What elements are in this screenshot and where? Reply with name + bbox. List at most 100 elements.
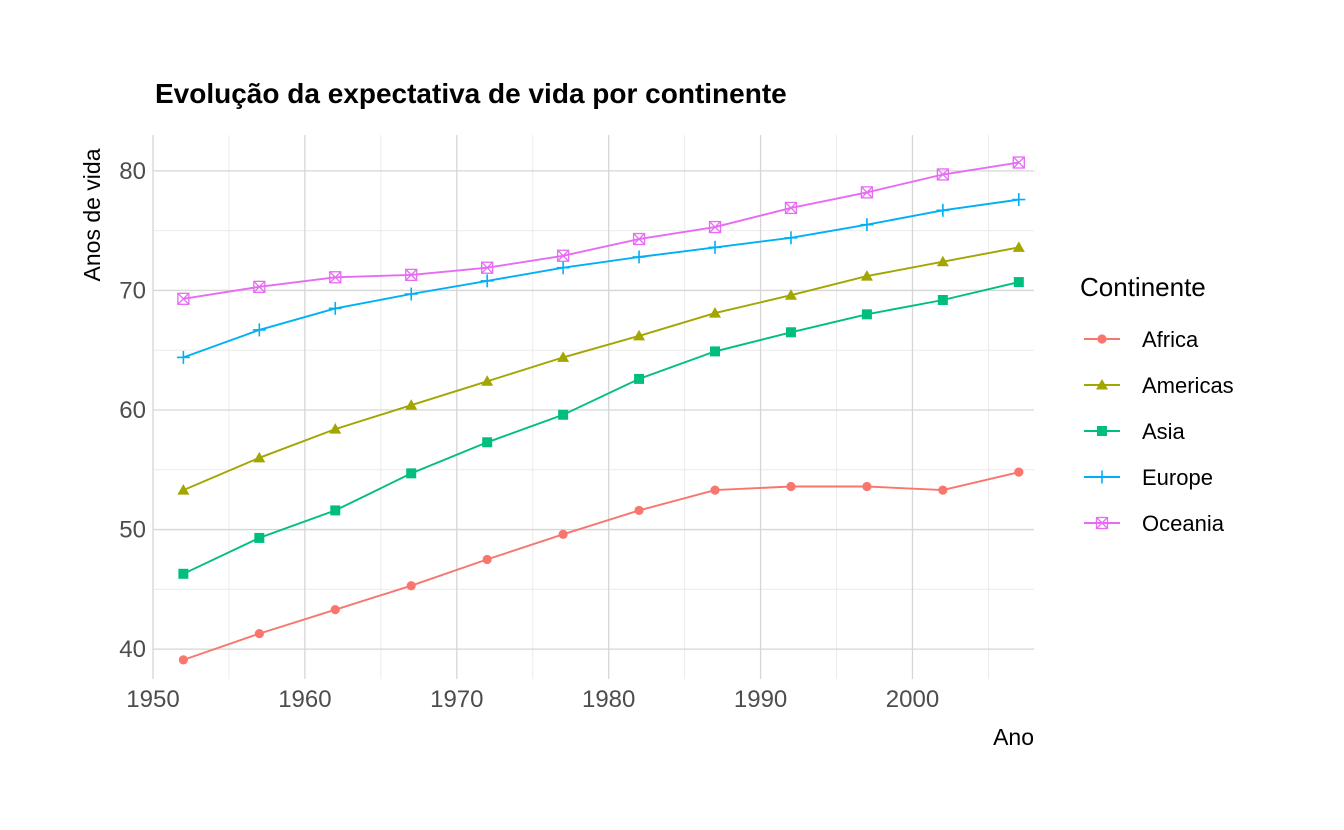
series-lines — [182, 161, 1020, 661]
data-point-asia — [634, 373, 645, 384]
data-point-americas — [557, 351, 570, 362]
data-point-americas — [633, 329, 646, 341]
data-point-americas — [405, 399, 418, 410]
data-point-oceania — [329, 271, 342, 284]
x-tick-label: 1980 — [582, 686, 635, 713]
data-point-europe — [328, 301, 342, 315]
grid-lines — [152, 135, 1034, 679]
x-tick-label: 2000 — [886, 686, 939, 713]
data-point-europe — [632, 250, 646, 264]
legend: Continente Africa Americas Asia Europe Ocean… — [1080, 272, 1234, 536]
y-tick-label: 50 — [119, 517, 146, 544]
legend-label: Asia — [1142, 419, 1186, 444]
x-tick-label: 1990 — [734, 686, 787, 713]
data-point-asia — [178, 568, 189, 579]
data-point-americas — [481, 375, 494, 386]
y-axis-title: Anos de vida — [79, 148, 105, 281]
data-point-africa — [330, 605, 340, 615]
legend-title: Continente — [1080, 272, 1206, 302]
data-point-americas — [784, 289, 797, 300]
series-line-asia — [182, 281, 1020, 575]
x-axis-title: Ano — [993, 724, 1034, 750]
legend-label: Europe — [1142, 465, 1213, 490]
data-point-asia — [1013, 277, 1024, 288]
data-point-americas — [253, 451, 266, 463]
chart-title: Evolução da expectativa de vida por cont… — [155, 78, 787, 109]
legend-item-americas: Americas — [1084, 373, 1234, 398]
data-point-americas — [860, 270, 873, 281]
legend-key-marker — [1095, 470, 1109, 484]
data-point-oceania — [708, 220, 722, 234]
x-tick-label: 1950 — [126, 686, 179, 713]
data-point-asia — [558, 409, 569, 420]
legend-item-oceania: Oceania — [1084, 511, 1225, 536]
data-point-europe — [1012, 193, 1026, 207]
legend-item-africa: Africa — [1084, 327, 1199, 352]
data-point-europe — [708, 240, 722, 254]
data-point-africa — [482, 554, 492, 565]
data-point-europe — [784, 231, 798, 245]
data-point-asia — [406, 468, 417, 479]
data-point-oceania — [860, 186, 874, 199]
data-point-oceania — [405, 268, 418, 282]
y-tick-label: 80 — [119, 158, 146, 185]
data-point-africa — [786, 481, 796, 492]
data-point-asia — [710, 346, 721, 357]
legend-label: Oceania — [1142, 511, 1225, 536]
y-tick-label: 60 — [119, 397, 146, 424]
legend-item-europe: Europe — [1084, 465, 1213, 490]
series-line-americas — [183, 246, 1019, 491]
y-tick-label: 70 — [119, 277, 146, 304]
data-point-americas — [709, 307, 722, 318]
legend-item-asia: Asia — [1084, 419, 1186, 444]
data-point-europe — [480, 274, 494, 288]
series-line-europe — [183, 198, 1019, 359]
data-point-asia — [861, 309, 872, 320]
data-point-oceania — [253, 280, 266, 293]
data-point-africa — [178, 655, 188, 665]
data-point-europe — [936, 203, 950, 217]
series-line-africa — [183, 471, 1020, 661]
data-point-europe — [252, 323, 266, 337]
data-point-oceania — [177, 292, 190, 305]
data-point-africa — [938, 485, 948, 495]
legend-label: Americas — [1142, 373, 1234, 398]
data-point-asia — [482, 437, 493, 448]
data-point-americas — [1012, 241, 1025, 252]
x-tick-labels: 1950 1960 1970 1980 1990 2000 — [126, 686, 939, 713]
y-tick-labels: 40 50 60 70 80 — [119, 158, 146, 663]
series-markers — [176, 156, 1026, 665]
legend-key-marker — [1095, 516, 1109, 530]
data-point-africa — [254, 628, 264, 639]
data-point-americas — [936, 255, 949, 267]
data-point-oceania — [556, 249, 570, 262]
data-point-europe — [860, 218, 874, 232]
data-point-europe — [556, 261, 570, 275]
data-point-americas — [177, 484, 190, 495]
data-point-asia — [937, 294, 948, 305]
data-point-oceania — [784, 201, 798, 215]
legend-key-marker — [1097, 426, 1107, 436]
y-tick-label: 40 — [119, 636, 146, 663]
legend-key-marker — [1097, 334, 1107, 344]
data-point-asia — [785, 327, 796, 338]
data-point-asia — [254, 532, 265, 543]
data-point-americas — [329, 423, 342, 434]
data-point-africa — [634, 505, 644, 516]
data-point-africa — [558, 529, 568, 539]
data-point-oceania — [632, 232, 646, 246]
legend-label: Africa — [1142, 327, 1199, 352]
data-point-asia — [330, 505, 341, 516]
x-tick-label: 1960 — [278, 686, 331, 713]
data-point-africa — [406, 581, 416, 591]
data-point-oceania — [481, 261, 494, 274]
data-point-oceania — [1012, 156, 1025, 169]
legend-items: Africa Americas Asia Europe Oceania — [1084, 327, 1234, 536]
data-point-oceania — [936, 168, 950, 181]
legend-key-marker — [1096, 379, 1108, 390]
data-point-europe — [404, 287, 418, 301]
data-point-africa — [1014, 467, 1024, 477]
data-point-africa — [710, 485, 720, 495]
data-point-europe — [176, 350, 190, 364]
